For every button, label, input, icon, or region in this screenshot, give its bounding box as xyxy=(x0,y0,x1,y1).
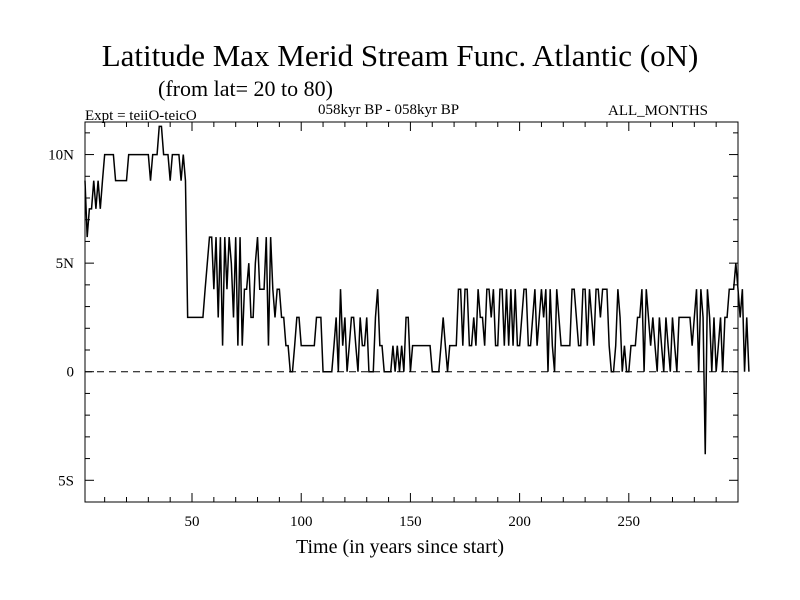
x-tick-label: 250 xyxy=(618,514,641,530)
tick-labels: 50 100 150 200 250 10N 5N 0 5S xyxy=(48,148,640,530)
period-label: 058kyr BP - 058kyr BP xyxy=(318,102,460,118)
y-tick-label: 5S xyxy=(58,473,74,489)
chart-subtitle: (from lat= 20 to 80) xyxy=(158,76,333,101)
x-tick-label: 200 xyxy=(508,514,531,530)
plot-frame xyxy=(84,121,739,503)
axis-ticks xyxy=(85,122,738,502)
y-tick-label: 0 xyxy=(67,365,75,381)
y-tick-label: 10N xyxy=(48,148,74,164)
months-label: ALL_MONTHS xyxy=(608,103,708,119)
x-tick-label: 100 xyxy=(290,514,313,530)
x-axis-label: Time (in years since start) xyxy=(295,536,505,558)
experiment-label: Expt = teiiO-teicO xyxy=(85,108,197,124)
x-tick-label: 50 xyxy=(185,514,200,530)
series-line xyxy=(84,125,750,455)
y-tick-label: 5N xyxy=(56,256,75,272)
chart-title: Latitude Max Merid Stream Func. Atlantic… xyxy=(101,38,699,73)
x-tick-label: 150 xyxy=(399,514,422,530)
